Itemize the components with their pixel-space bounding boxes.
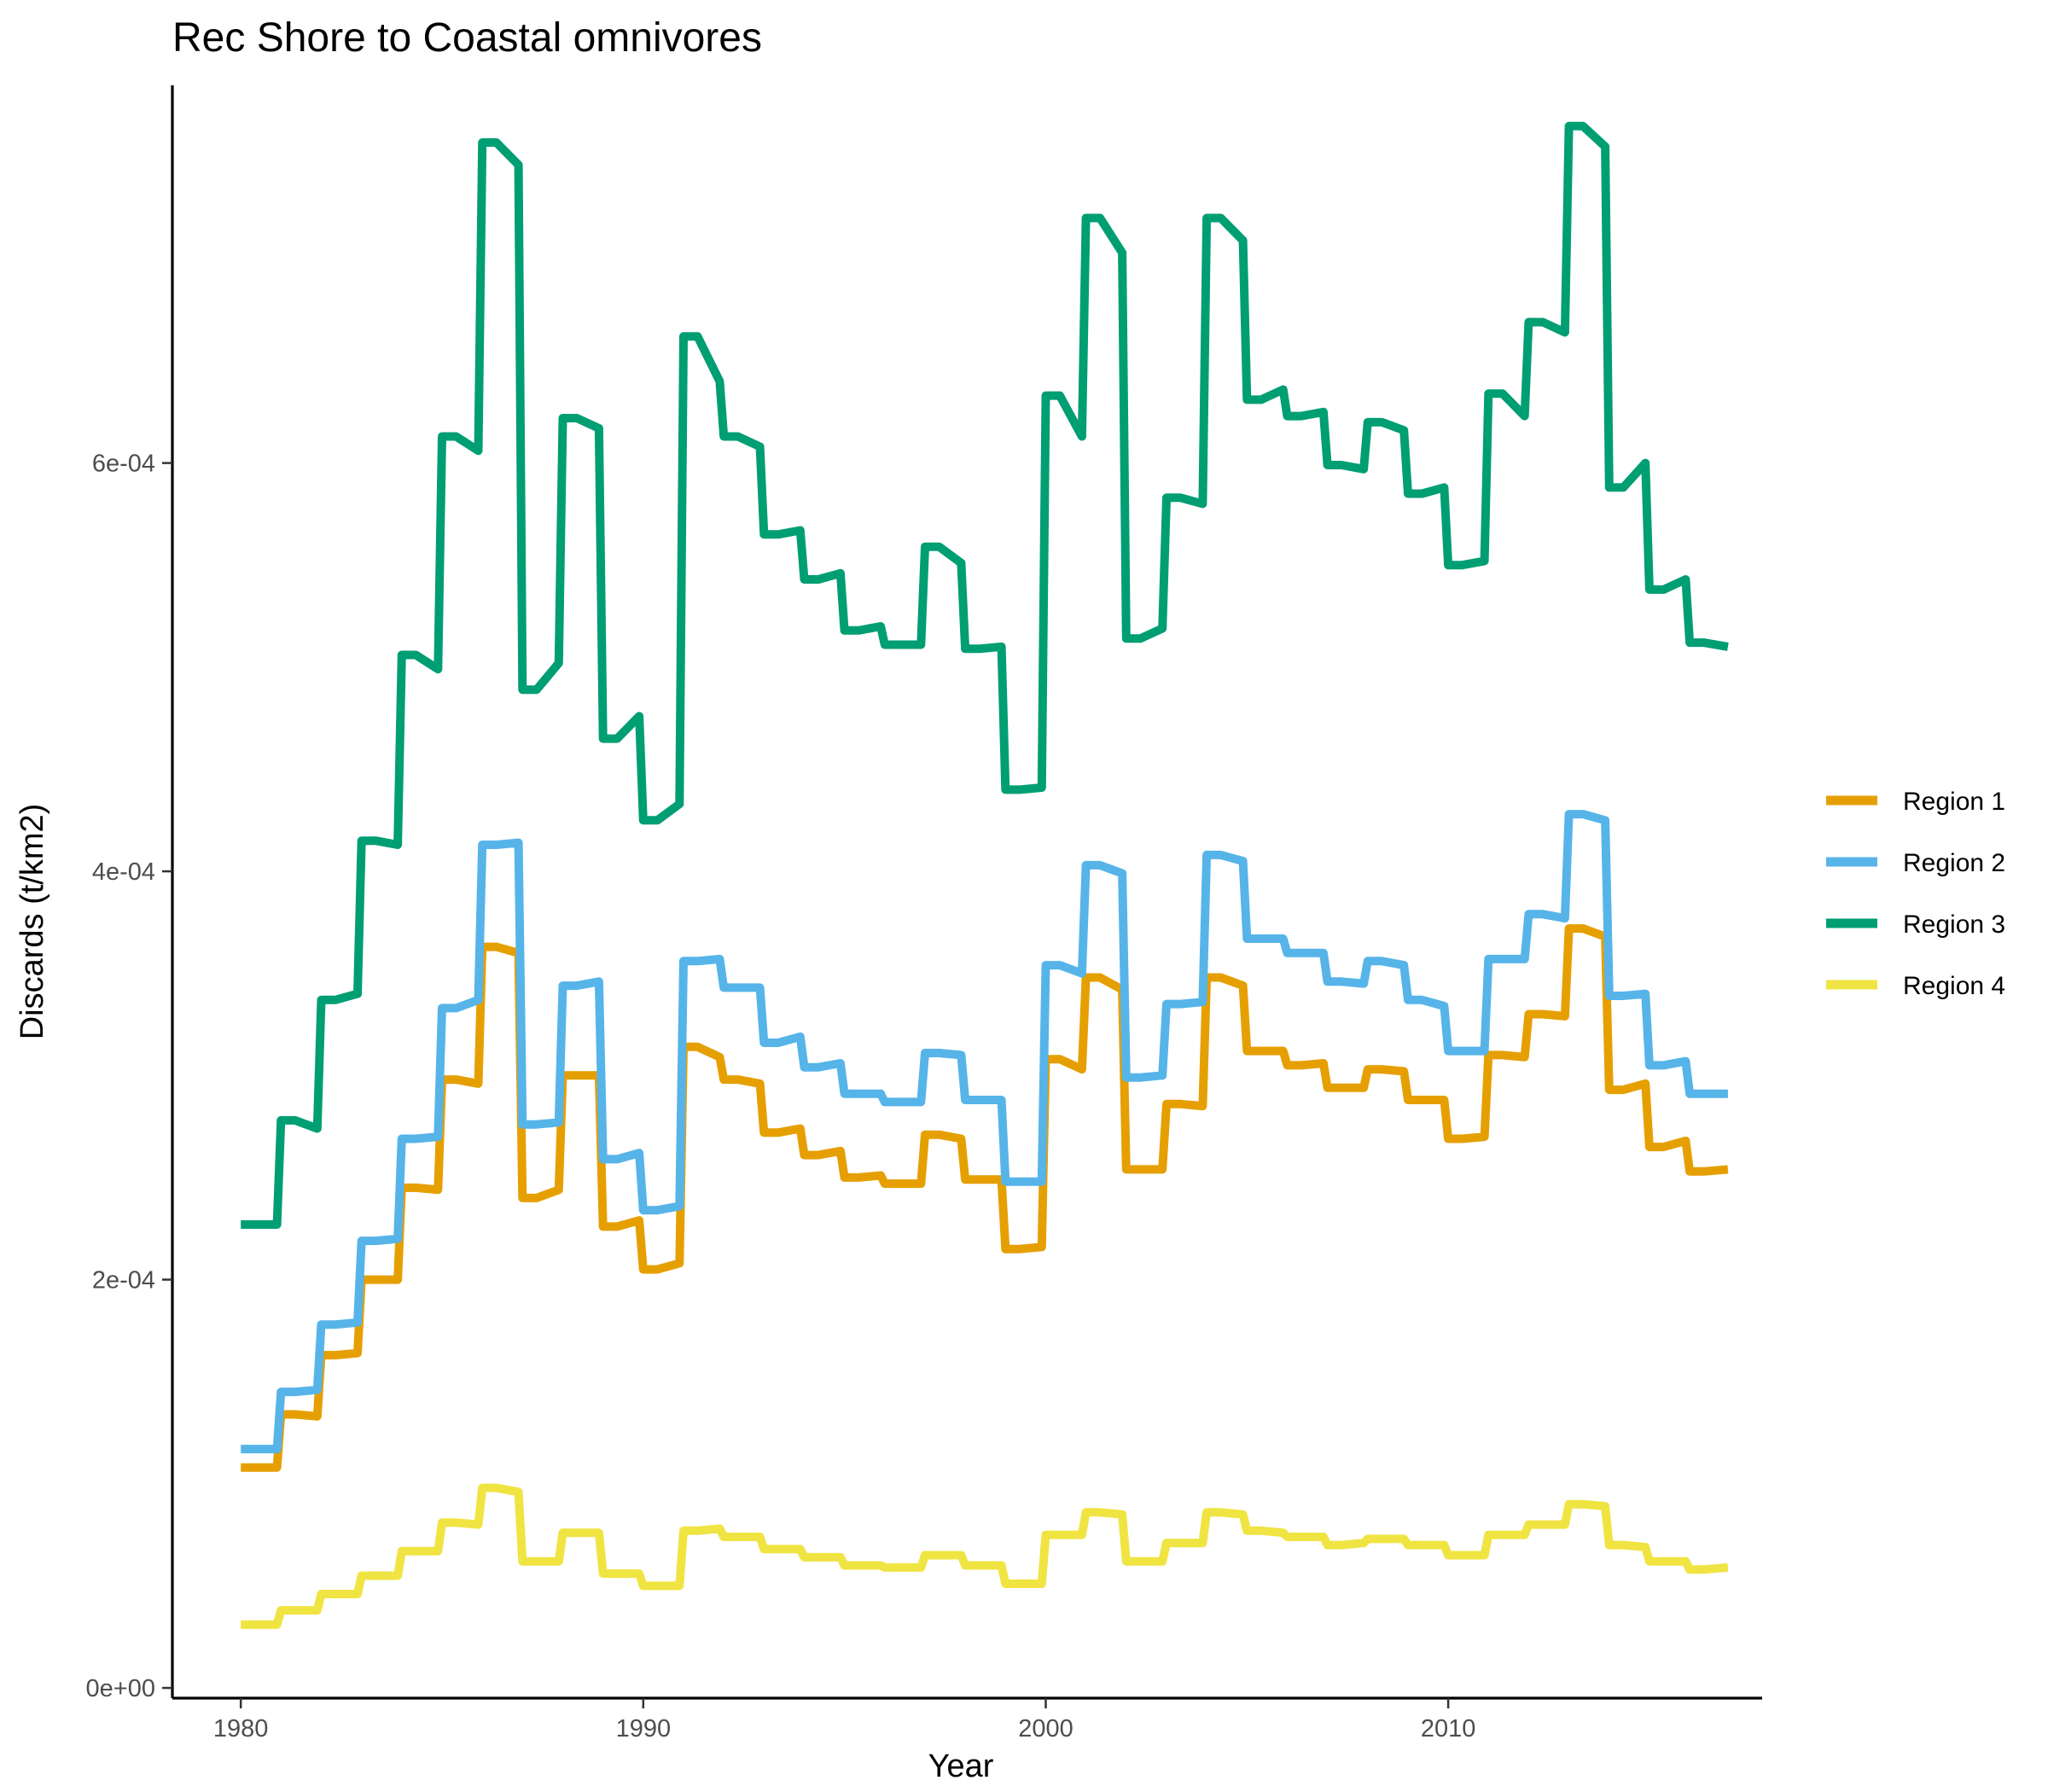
y-axis-title: Discards (t/km2)	[15, 804, 50, 1040]
x-tick-label: 1980	[213, 1715, 269, 1743]
x-tick-label: 2010	[1421, 1715, 1476, 1743]
y-tick-label: 2e-04	[92, 1267, 155, 1295]
legend-label-region-2: Region 2	[1903, 849, 2005, 877]
y-tick-label: 0e+00	[86, 1675, 155, 1702]
legend-label-region-1: Region 1	[1903, 788, 2005, 816]
y-tick-label: 6e-04	[92, 451, 155, 478]
legend-label-region-3: Region 3	[1903, 911, 2005, 939]
x-tick-label: 1990	[616, 1715, 672, 1743]
y-tick-label: 4e-04	[92, 858, 155, 886]
x-axis-title: Year	[928, 1748, 994, 1784]
legend: Region 1 Region 2 Region 3 Region 4	[1826, 788, 2005, 1000]
series-line-region-3	[241, 121, 1729, 1229]
axes-group: 1980 1990 2000 2010 0e+00 2e-04 4e-04 6e-04	[86, 85, 1762, 1743]
chart-title: Rec Shore to Coastal omnivores	[172, 15, 762, 61]
series-line-region-2	[241, 810, 1728, 1454]
series-group	[241, 121, 1729, 1629]
legend-label-region-4: Region 4	[1903, 972, 2005, 1000]
series-line-region-4	[241, 1483, 1729, 1629]
x-tick-label: 2000	[1018, 1715, 1073, 1743]
series-line-region-1	[241, 924, 1729, 1472]
